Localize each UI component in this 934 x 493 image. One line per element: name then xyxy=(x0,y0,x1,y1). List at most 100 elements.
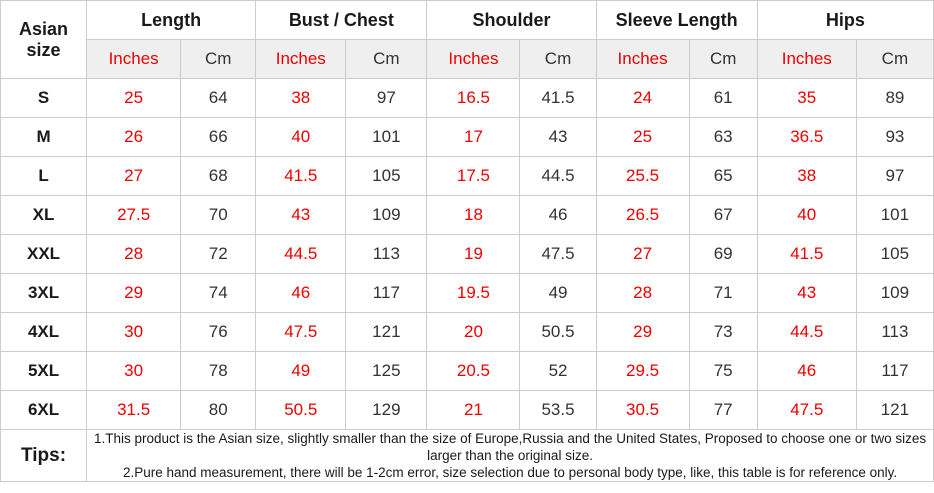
cm-value: 113 xyxy=(345,234,428,274)
size-label: XL xyxy=(0,195,88,235)
size-label: S xyxy=(0,78,88,118)
inches-value: 27 xyxy=(86,156,182,196)
inches-value: 17.5 xyxy=(426,156,521,196)
group-header-sleeve-length: Sleeve Length xyxy=(595,0,758,40)
cm-value: 78 xyxy=(180,351,257,391)
inches-value: 35 xyxy=(756,78,857,118)
table-row: 4XL 30 76 47.5 121 20 50.5 29 73 44.5 113 xyxy=(0,312,934,352)
table-row: M 26 66 40 101 17 43 25 63 36.5 93 xyxy=(0,117,934,157)
table-row: S 25 64 38 97 16.5 41.5 24 61 35 89 xyxy=(0,78,934,118)
table-row: 3XL 29 74 46 117 19.5 49 28 71 43 109 xyxy=(0,273,934,313)
group-header-shoulder: Shoulder xyxy=(426,0,597,40)
cm-value: 121 xyxy=(345,312,428,352)
cm-value: 66 xyxy=(180,117,257,157)
inches-value: 46 xyxy=(756,351,857,391)
cm-value: 125 xyxy=(345,351,428,391)
size-label: 4XL xyxy=(0,312,88,352)
inches-value: 41.5 xyxy=(756,234,857,274)
size-label: L xyxy=(0,156,88,196)
cm-value: 117 xyxy=(855,351,934,391)
inches-value: 30 xyxy=(86,312,182,352)
cm-value: 67 xyxy=(688,195,758,235)
unit-header-inches: Inches xyxy=(756,39,857,79)
inches-value: 26.5 xyxy=(595,195,690,235)
inches-value: 28 xyxy=(86,234,182,274)
cm-value: 44.5 xyxy=(519,156,597,196)
cm-value: 101 xyxy=(855,195,934,235)
cm-value: 43 xyxy=(519,117,597,157)
size-label: 5XL xyxy=(0,351,88,391)
unit-header-cm: Cm xyxy=(345,39,428,79)
inches-value: 49 xyxy=(255,351,347,391)
inches-value: 18 xyxy=(426,195,521,235)
tips-text: 1.This product is the Asian size, slight… xyxy=(86,429,934,482)
inches-value: 16.5 xyxy=(426,78,521,118)
cm-value: 68 xyxy=(180,156,257,196)
inches-value: 27 xyxy=(595,234,690,274)
cm-value: 129 xyxy=(345,390,428,430)
inches-value: 31.5 xyxy=(86,390,182,430)
inches-value: 20 xyxy=(426,312,521,352)
table-row: XXL 28 72 44.5 113 19 47.5 27 69 41.5 105 xyxy=(0,234,934,274)
cm-value: 70 xyxy=(180,195,257,235)
cm-value: 97 xyxy=(855,156,934,196)
inches-value: 25 xyxy=(86,78,182,118)
cm-value: 74 xyxy=(180,273,257,313)
inches-value: 19 xyxy=(426,234,521,274)
inches-value: 30 xyxy=(86,351,182,391)
cm-value: 41.5 xyxy=(519,78,597,118)
inches-value: 29.5 xyxy=(595,351,690,391)
cm-value: 75 xyxy=(688,351,758,391)
cm-value: 52 xyxy=(519,351,597,391)
inches-value: 21 xyxy=(426,390,521,430)
inches-value: 27.5 xyxy=(86,195,182,235)
group-header-hips: Hips xyxy=(756,0,934,40)
inches-value: 40 xyxy=(255,117,347,157)
inches-value: 30.5 xyxy=(595,390,690,430)
table-row: XL 27.5 70 43 109 18 46 26.5 67 40 101 xyxy=(0,195,934,235)
tips-row: Tips: 1.This product is the Asian size, … xyxy=(0,429,934,482)
cm-value: 113 xyxy=(855,312,934,352)
table-row: L 27 68 41.5 105 17.5 44.5 25.5 65 38 97 xyxy=(0,156,934,196)
inches-value: 43 xyxy=(255,195,347,235)
tips-label: Tips: xyxy=(0,429,88,482)
inches-value: 25 xyxy=(595,117,690,157)
cm-value: 80 xyxy=(180,390,257,430)
group-header-row: Asian size Length Bust / Chest Shoulder … xyxy=(0,0,934,79)
inches-value: 17 xyxy=(426,117,521,157)
unit-header-cm: Cm xyxy=(180,39,257,79)
unit-header-inches: Inches xyxy=(426,39,521,79)
cm-value: 47.5 xyxy=(519,234,597,274)
cm-value: 71 xyxy=(688,273,758,313)
inches-value: 38 xyxy=(756,156,857,196)
table-row: 6XL 31.5 80 50.5 129 21 53.5 30.5 77 47.5 121 xyxy=(0,390,934,430)
corner-header-asian-size: Asian size xyxy=(0,0,88,79)
inches-value: 36.5 xyxy=(756,117,857,157)
cm-value: 73 xyxy=(688,312,758,352)
cm-value: 97 xyxy=(345,78,428,118)
cm-value: 63 xyxy=(688,117,758,157)
unit-header-inches: Inches xyxy=(255,39,347,79)
inches-value: 26 xyxy=(86,117,182,157)
size-label: XXL xyxy=(0,234,88,274)
inches-value: 29 xyxy=(86,273,182,313)
size-rows: S 25 64 38 97 16.5 41.5 24 61 35 89 M 26 66 40 101 17 43 2… xyxy=(0,78,934,430)
cm-value: 77 xyxy=(688,390,758,430)
inches-value: 25.5 xyxy=(595,156,690,196)
inches-value: 40 xyxy=(756,195,857,235)
size-label: 3XL xyxy=(0,273,88,313)
size-label: M xyxy=(0,117,88,157)
inches-value: 44.5 xyxy=(255,234,347,274)
cm-value: 72 xyxy=(180,234,257,274)
cm-value: 61 xyxy=(688,78,758,118)
inches-value: 47.5 xyxy=(756,390,857,430)
cm-value: 46 xyxy=(519,195,597,235)
cm-value: 105 xyxy=(345,156,428,196)
unit-header-inches: Inches xyxy=(595,39,690,79)
cm-value: 65 xyxy=(688,156,758,196)
cm-value: 121 xyxy=(855,390,934,430)
cm-value: 53.5 xyxy=(519,390,597,430)
tips-line-1: 1.This product is the Asian size, slight… xyxy=(93,431,927,463)
cm-value: 89 xyxy=(855,78,934,118)
